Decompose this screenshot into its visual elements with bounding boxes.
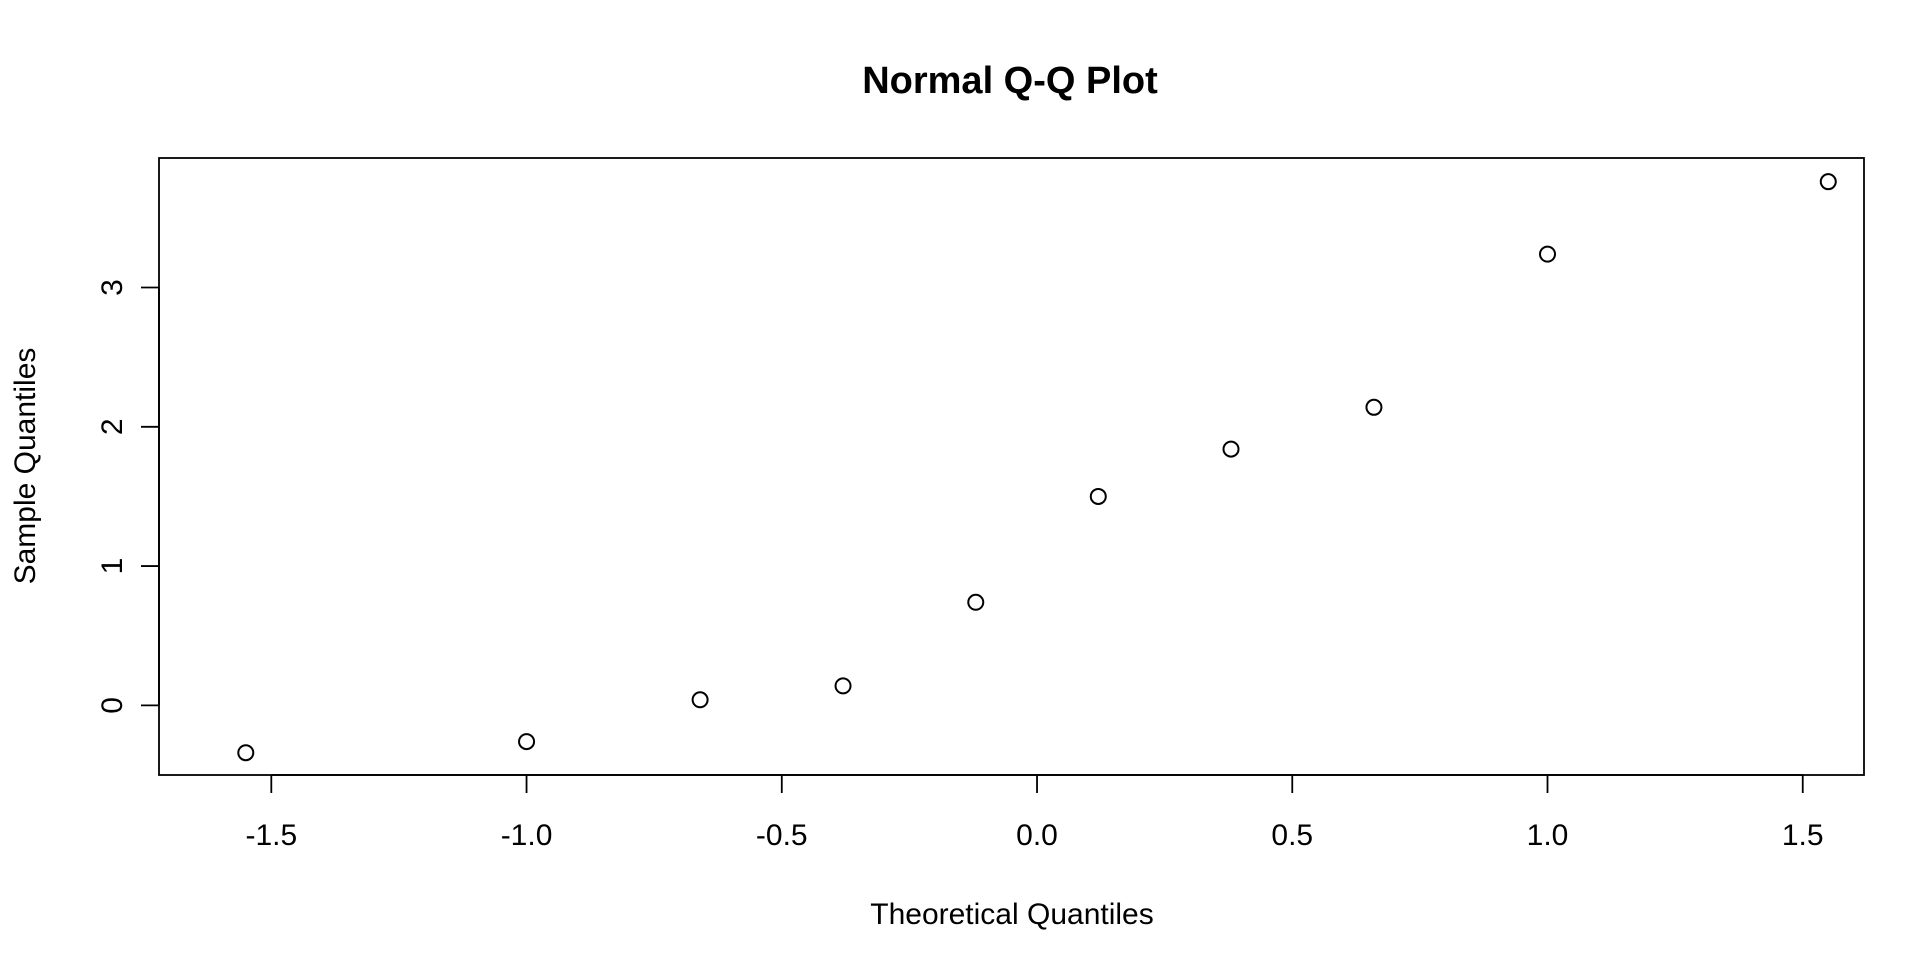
points-layer <box>237 173 1837 762</box>
data-point <box>691 691 709 709</box>
x-axis-title: Theoretical Quantiles <box>870 898 1153 931</box>
y-axis-tick-label: 3 <box>96 279 129 296</box>
x-axis-tick-label: 0.0 <box>1016 819 1058 852</box>
x-axis-tick-label: 1.0 <box>1527 819 1569 852</box>
x-axis: -1.5 -1.0 -0.5 0.0 0.5 1.0 1.5 <box>245 774 1824 852</box>
y-axis-tick-label: 2 <box>96 418 129 435</box>
data-point <box>1222 440 1240 458</box>
chart-title: Normal Q-Q Plot <box>862 60 1158 102</box>
x-axis-tick-label: -0.5 <box>756 819 808 852</box>
x-axis-tick-label: -1.0 <box>501 819 553 852</box>
y-axis-tick-label: 1 <box>96 558 129 575</box>
data-point <box>1539 245 1557 263</box>
x-axis-tick-label: 0.5 <box>1271 819 1313 852</box>
y-axis-tick-label: 0 <box>96 697 129 714</box>
x-axis-tick-label: -1.5 <box>245 819 297 852</box>
data-point <box>1089 487 1107 505</box>
plot-frame <box>158 157 1865 776</box>
x-axis-tick-label: 1.5 <box>1782 819 1824 852</box>
data-point <box>967 593 985 611</box>
data-point <box>518 733 536 751</box>
data-point <box>1365 398 1383 416</box>
y-axis: 0 1 2 3 <box>96 279 160 714</box>
data-point <box>237 744 255 762</box>
y-axis-title: Sample Quantiles <box>9 348 42 585</box>
data-point <box>1819 173 1837 191</box>
data-point <box>834 677 852 695</box>
